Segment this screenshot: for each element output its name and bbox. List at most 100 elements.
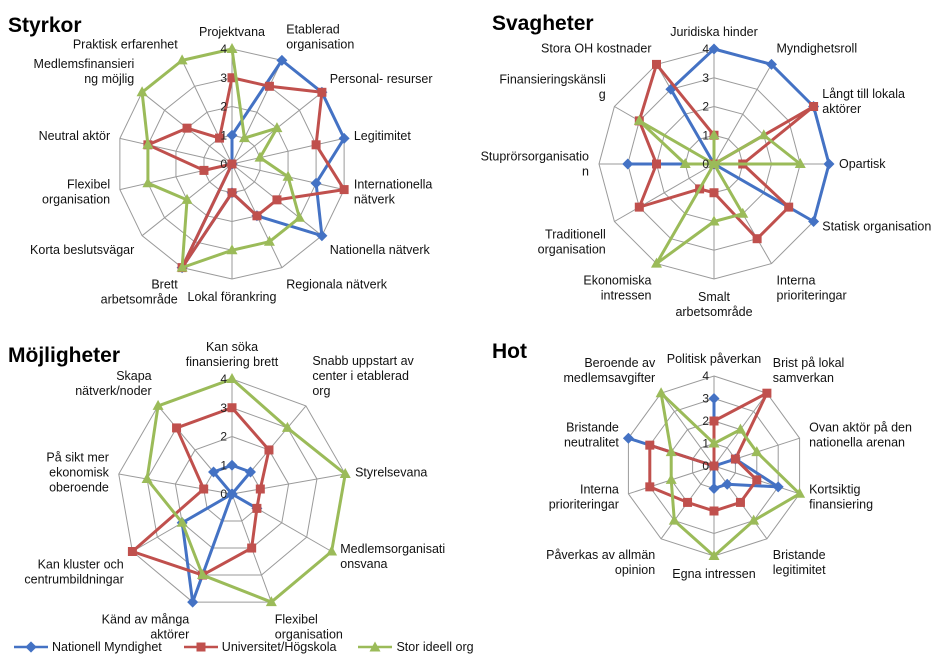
data-point-stuprorsorganisation (622, 158, 634, 170)
data-point-flexibel-organisation (142, 177, 154, 188)
tick-label: 4 (220, 372, 227, 386)
tick-label: 1 (702, 128, 709, 142)
category-label-flexibel-organisation: Flexibel organisation (275, 612, 343, 641)
data-point-interna-prioriteringar (665, 473, 677, 484)
data-point-praktisk-erfarenhet (215, 133, 225, 143)
data-point-kan-soka-finansiering-brett (227, 403, 237, 413)
data-point-juridiska-hinder (708, 129, 720, 140)
category-label-medlemsorganisationsvana: Medlemsorganisati onsvana (340, 542, 445, 571)
data-point-lokal-forankring (227, 188, 237, 198)
legend-label-series-2: Universitet/Högskola (221, 640, 337, 654)
category-label-juridiska-hinder: Juridiska hinder (670, 25, 758, 39)
grid-spoke (231, 60, 283, 165)
data-point-styrelsevana (255, 484, 265, 494)
data-point-ovan-aktor-pa-den-nationella-arenan (730, 454, 740, 464)
data-point-nationella-natverk (316, 230, 328, 242)
data-point-bristande-neutralitet (645, 440, 655, 450)
category-label-medlemsfinansieri-ng-mojlig: Medlemsfinansieri ng möjlig (34, 57, 135, 86)
category-label-brett-arbetsomrade: Brett arbetsområde (101, 278, 179, 307)
data-point-kand-av-manga-aktorer (187, 596, 199, 608)
series-stor-ideell-org (141, 373, 351, 607)
data-point-internationella-natverk (339, 185, 349, 195)
data-point-bristande-neutralitet (622, 432, 634, 444)
radar-chart-hot: Hot 0 1 2 3 4 Politisk påverkan Brist på lokal s… (492, 340, 912, 581)
data-point-internationella-natverk (282, 170, 294, 181)
data-point-praktisk-erfarenhet (176, 54, 188, 65)
series-line (146, 76, 346, 270)
tick-label: 3 (220, 71, 227, 85)
category-label-etablerad-organisation: Etablerad organisation (286, 22, 354, 51)
tick-label: 2 (220, 100, 227, 114)
category-label-lokal-forankring: Lokal förankring (188, 290, 277, 304)
tick-label: 4 (702, 42, 709, 56)
data-point-bristande-neutralitet (665, 446, 677, 457)
category-label-egna-intressen: Egna intressen (672, 567, 755, 581)
grid-spoke (181, 60, 233, 165)
data-point-legitimitet (311, 140, 321, 150)
tick-label: 1 (702, 437, 709, 451)
data-point-kortsiktig-finansiering (794, 487, 806, 498)
chart-legend: Nationell Myndighet Universitet/Högskola… (14, 638, 474, 656)
legend-swatch-series-3 (358, 641, 393, 652)
data-point-egna-intressen (709, 506, 719, 516)
radar-chart-mojligheter: Möjligheter 0 1 2 3 4 Kan söka finansiering bre… (8, 340, 445, 641)
category-label-langt-till-lokala-aktorer: Långt till lokala aktörer (822, 87, 905, 116)
data-point-snabb-uppstart-av-center-i-etablerad-org (281, 421, 293, 432)
category-label-paverkas-av-allman-opinion: Påverkas av allmän opinion (546, 548, 655, 577)
category-label-opartisk: Opartisk (839, 157, 886, 171)
data-point-regionala-natverk (252, 211, 262, 221)
tick-label: 4 (220, 42, 227, 56)
data-point-medlemsfinansieri-ng-mojlig (182, 123, 192, 133)
data-point-politisk-paverkan (708, 393, 720, 404)
data-point-regionala-natverk (263, 235, 275, 246)
data-point-stora-oh-kostnader (652, 59, 661, 69)
category-label-politisk-paverkan: Politisk påverkan (667, 352, 762, 366)
data-point-opartisk (794, 158, 806, 168)
data-point-nationella-natverk (272, 195, 282, 205)
data-point-medlemsfinansieri-ng-mojlig (136, 86, 148, 97)
grid-spoke (231, 473, 346, 495)
data-point-beroende-av-medlemsavgifter (655, 387, 667, 398)
data-point-egna-intressen (708, 483, 720, 494)
data-point-statisk-organisation (784, 202, 794, 212)
category-label-legitimitet: Legitimitet (354, 129, 411, 143)
category-label-regionala-natverk: Regionala nätverk (286, 278, 388, 292)
category-label-neutral-aktor: Neutral aktör (39, 129, 111, 143)
category-label-stora-oh-kostnader: Stora OH kostnader (541, 42, 651, 56)
grid-ring (203, 464, 261, 522)
data-point-interna-prioriteringar (737, 207, 749, 218)
grid-spoke (660, 392, 715, 467)
data-point-snabb-uppstart-av-center-i-etablerad-org (244, 466, 256, 478)
tick-label: 3 (702, 392, 709, 406)
tick-label: 2 (702, 414, 709, 428)
data-point-etablerad-organisation (276, 54, 288, 66)
series-stor-ideell-org (655, 387, 806, 560)
tick-label: 0 (220, 487, 227, 501)
radar-chart-styrkor: Styrkor 0 1 2 3 4 Projektvana Etablerad organisa… (8, 14, 433, 307)
series-line (637, 119, 802, 266)
category-label-pa-sikt-mer-ekonomisk-oberoende: På sikt mer ekonomisk oberoende (46, 450, 109, 494)
data-point-kan-kluster-och-centrumbildningar (176, 516, 188, 527)
data-point-personal-resurser (317, 87, 327, 97)
category-label-statisk-organisation: Statisk organisation (822, 220, 931, 234)
data-point-paverkas-av-allman-opinion (668, 514, 680, 525)
data-point-skapa-natverk-noder (152, 399, 164, 410)
grid-spoke (119, 137, 233, 165)
legend-label-series-3: Stor ideell org (396, 640, 474, 654)
data-point-smalt-arbetsomrade (708, 215, 720, 226)
series-nationell-myndighet (176, 54, 350, 274)
category-label-brist-pa-lokal-samverkan: Brist på lokal samverkan (773, 356, 845, 385)
data-point-pa-sikt-mer-ekonomisk-oberoende (199, 484, 209, 494)
data-point-lokal-forankring (226, 244, 238, 255)
data-point-bristande-legitimitet (721, 478, 733, 490)
tick-label: 1 (220, 458, 227, 472)
tick-label: 1 (220, 128, 227, 142)
data-point-bristande-legitimitet (748, 514, 760, 525)
data-point-ekonomiska-intressen (651, 257, 662, 268)
data-point-stuprorsorganisation (679, 158, 691, 168)
data-point-interna-prioriteringar (752, 234, 762, 244)
data-point-personal-resurser (271, 122, 283, 133)
data-point-skapa-natverk-noder (172, 423, 182, 433)
series-line (648, 391, 769, 513)
category-label-korta-beslutsvagar: Korta beslutsvägar (30, 243, 134, 257)
